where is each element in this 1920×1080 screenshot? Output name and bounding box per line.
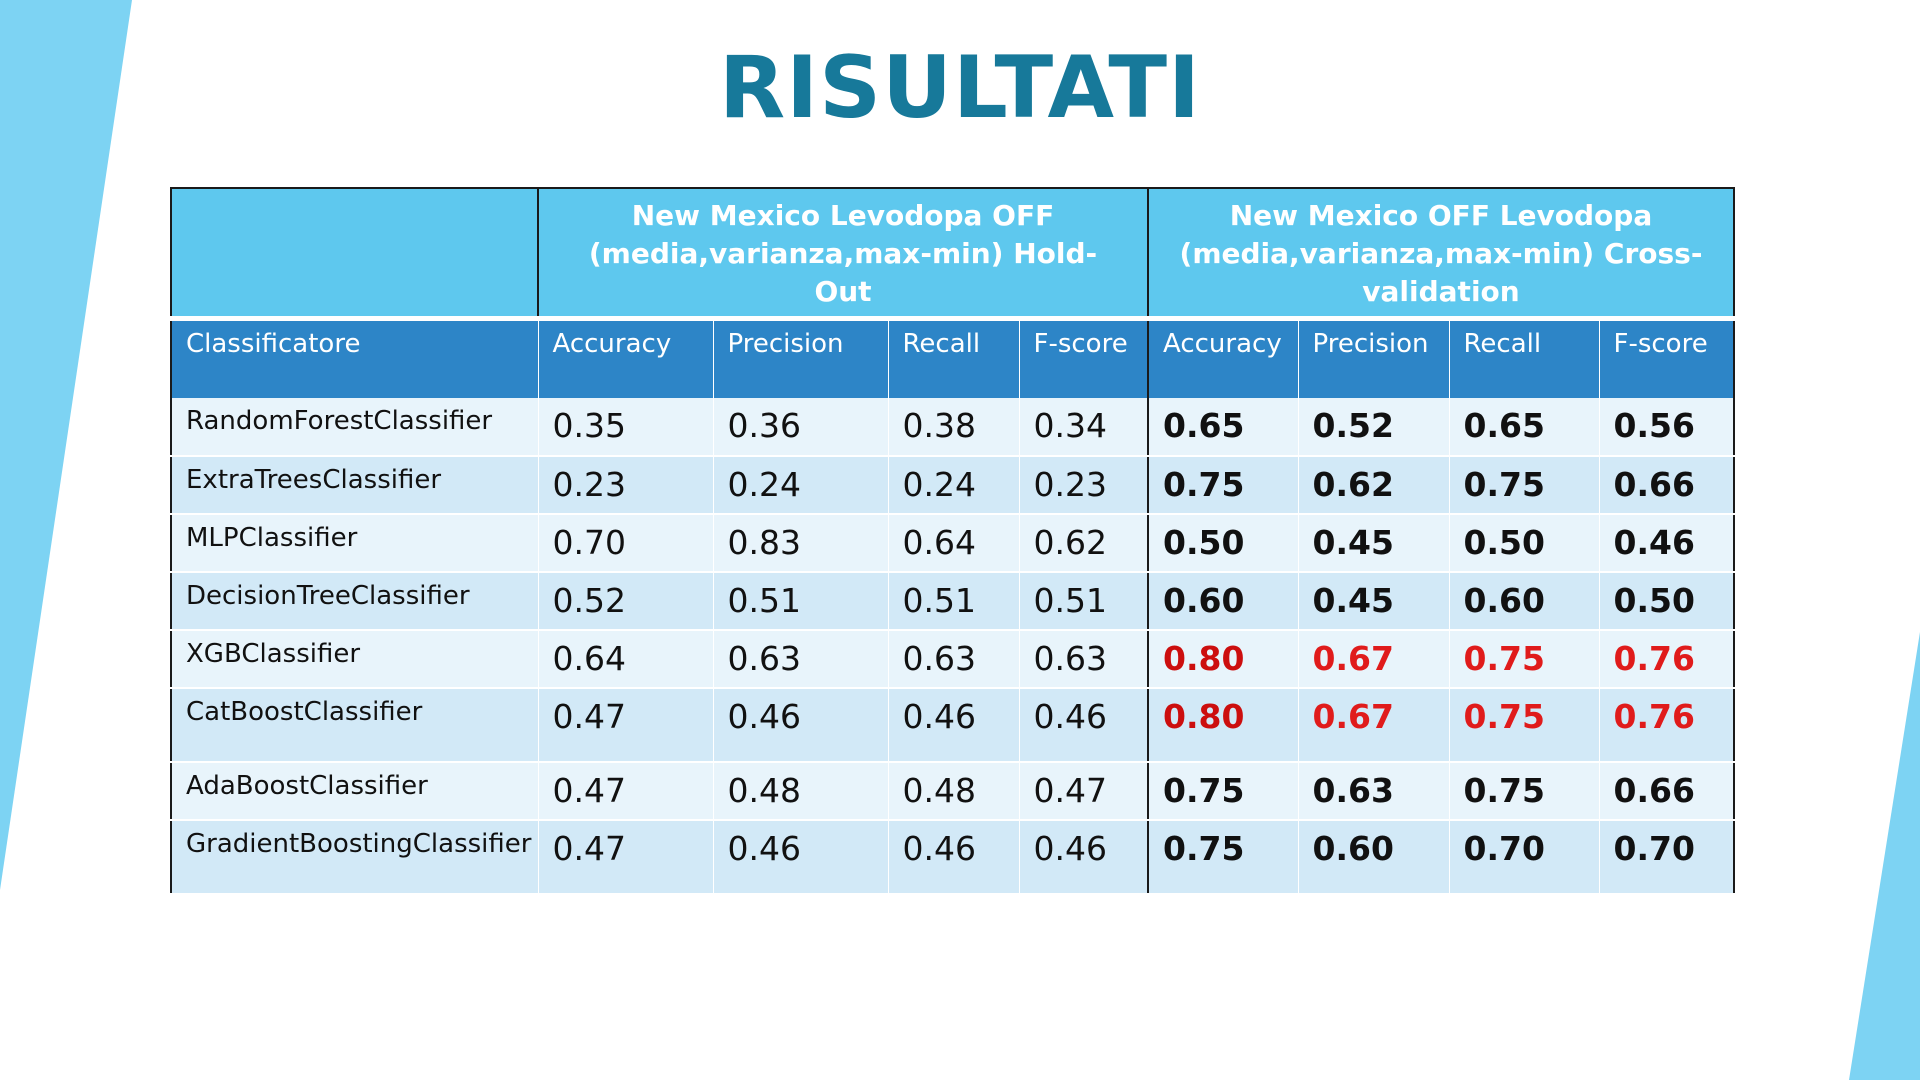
holdout-accuracy-cell: 0.23: [537, 456, 713, 515]
classifier-name: DecisionTreeClassifier: [171, 572, 538, 631]
holdout-fscore-cell: 0.63: [1018, 630, 1148, 689]
group-header-row: New Mexico Levodopa OFF (media,varianza,…: [171, 188, 1734, 321]
classifier-name: MLPClassifier: [171, 514, 538, 573]
holdout-fscore-cell: 0.46: [1018, 688, 1148, 763]
column-header-holdout-precision: Precision: [712, 318, 888, 398]
holdout-precision-cell: 0.46: [712, 688, 888, 763]
holdout-precision-cell: 0.63: [712, 630, 888, 689]
cv-fscore-cell: 0.56: [1598, 398, 1734, 457]
table-row: MLPClassifier 0.70 0.83 0.64 0.62 0.50 0…: [171, 514, 1734, 573]
cv-accuracy-cell-best: 0.80: [1147, 688, 1298, 763]
cv-fscore-cell: 0.70: [1598, 820, 1734, 895]
cv-accuracy-cell: 0.75: [1147, 820, 1298, 895]
cv-fscore-cell-best: 0.76: [1598, 688, 1734, 763]
group-header-cross-validation: New Mexico OFF Levodopa (media,varianza,…: [1147, 188, 1734, 321]
holdout-accuracy-cell: 0.35: [537, 398, 713, 457]
classifier-name: XGBClassifier: [171, 630, 538, 689]
cv-accuracy-cell-best: 0.80: [1147, 630, 1298, 689]
cv-accuracy-cell: 0.50: [1147, 514, 1298, 573]
holdout-accuracy-cell: 0.64: [537, 630, 713, 689]
cv-recall-cell: 0.60: [1448, 572, 1599, 631]
holdout-accuracy-cell: 0.47: [537, 820, 713, 895]
cv-recall-cell: 0.75: [1448, 456, 1599, 515]
cv-accuracy-cell: 0.65: [1147, 398, 1298, 457]
cv-precision-cell: 0.45: [1297, 514, 1449, 573]
holdout-fscore-cell: 0.46: [1018, 820, 1148, 895]
cv-accuracy-cell: 0.75: [1147, 762, 1298, 821]
slide-title: RISULTATI: [718, 38, 1202, 138]
holdout-recall-cell: 0.64: [887, 514, 1019, 573]
column-header-row: Classificatore Accuracy Precision Recall…: [171, 318, 1734, 398]
cv-accuracy-cell: 0.60: [1147, 572, 1298, 631]
holdout-accuracy-cell: 0.70: [537, 514, 713, 573]
holdout-recall-cell: 0.48: [887, 762, 1019, 821]
column-header-classifier: Classificatore: [171, 318, 538, 398]
table-row: CatBoostClassifier 0.47 0.46 0.46 0.46 0…: [171, 688, 1734, 763]
holdout-precision-cell: 0.83: [712, 514, 888, 573]
group-header-empty: [171, 188, 538, 321]
holdout-fscore-cell: 0.62: [1018, 514, 1148, 573]
holdout-precision-cell: 0.48: [712, 762, 888, 821]
cv-fscore-cell: 0.66: [1598, 456, 1734, 515]
table-row: AdaBoostClassifier 0.47 0.48 0.48 0.47 0…: [171, 762, 1734, 821]
left-accent-stripe: [0, 0, 132, 890]
holdout-recall-cell: 0.24: [887, 456, 1019, 515]
cv-fscore-cell: 0.66: [1598, 762, 1734, 821]
cv-precision-cell: 0.63: [1297, 762, 1449, 821]
holdout-precision-cell: 0.24: [712, 456, 888, 515]
cv-recall-cell: 0.65: [1448, 398, 1599, 457]
classifier-name: AdaBoostClassifier: [171, 762, 538, 821]
holdout-fscore-cell: 0.34: [1018, 398, 1148, 457]
column-header-cv-precision: Precision: [1297, 318, 1449, 398]
holdout-accuracy-cell: 0.47: [537, 762, 713, 821]
cv-precision-cell: 0.62: [1297, 456, 1449, 515]
cv-recall-cell-best: 0.75: [1448, 630, 1599, 689]
table-row: XGBClassifier 0.64 0.63 0.63 0.63 0.80 0…: [171, 630, 1734, 689]
classifier-name: CatBoostClassifier: [171, 688, 538, 763]
holdout-fscore-cell: 0.23: [1018, 456, 1148, 515]
column-header-holdout-recall: Recall: [887, 318, 1019, 398]
holdout-recall-cell: 0.46: [887, 688, 1019, 763]
results-table: New Mexico Levodopa OFF (media,varianza,…: [170, 187, 1735, 895]
cv-precision-cell: 0.60: [1297, 820, 1449, 895]
cv-recall-cell: 0.70: [1448, 820, 1599, 895]
classifier-name: ExtraTreesClassifier: [171, 456, 538, 515]
table-row: DecisionTreeClassifier 0.52 0.51 0.51 0.…: [171, 572, 1734, 631]
holdout-fscore-cell: 0.51: [1018, 572, 1148, 631]
cv-recall-cell-best: 0.75: [1448, 688, 1599, 763]
right-accent-stripe: [1849, 632, 1920, 1080]
holdout-recall-cell: 0.63: [887, 630, 1019, 689]
cv-precision-cell-best: 0.67: [1297, 688, 1449, 763]
holdout-fscore-cell: 0.47: [1018, 762, 1148, 821]
holdout-accuracy-cell: 0.47: [537, 688, 713, 763]
classifier-name: GradientBoostingClassifier: [171, 820, 538, 895]
column-header-cv-fscore: F-score: [1598, 318, 1734, 398]
group-header-holdout: New Mexico Levodopa OFF (media,varianza,…: [537, 188, 1148, 321]
classifier-name: RandomForestClassifier: [171, 398, 538, 457]
holdout-precision-cell: 0.36: [712, 398, 888, 457]
cv-recall-cell: 0.50: [1448, 514, 1599, 573]
cv-fscore-cell: 0.46: [1598, 514, 1734, 573]
cv-accuracy-cell: 0.75: [1147, 456, 1298, 515]
cv-precision-cell: 0.45: [1297, 572, 1449, 631]
holdout-accuracy-cell: 0.52: [537, 572, 713, 631]
cv-fscore-cell: 0.50: [1598, 572, 1734, 631]
holdout-recall-cell: 0.46: [887, 820, 1019, 895]
table-row: GradientBoostingClassifier 0.47 0.46 0.4…: [171, 820, 1734, 895]
holdout-precision-cell: 0.46: [712, 820, 888, 895]
cv-fscore-cell-best: 0.76: [1598, 630, 1734, 689]
table-row: RandomForestClassifier 0.35 0.36 0.38 0.…: [171, 398, 1734, 457]
table-row: ExtraTreesClassifier 0.23 0.24 0.24 0.23…: [171, 456, 1734, 515]
column-header-holdout-accuracy: Accuracy: [537, 318, 713, 398]
holdout-recall-cell: 0.51: [887, 572, 1019, 631]
column-header-cv-recall: Recall: [1448, 318, 1599, 398]
cv-precision-cell-best: 0.67: [1297, 630, 1449, 689]
holdout-recall-cell: 0.38: [887, 398, 1019, 457]
holdout-precision-cell: 0.51: [712, 572, 888, 631]
column-header-cv-accuracy: Accuracy: [1147, 318, 1298, 398]
column-header-holdout-fscore: F-score: [1018, 318, 1148, 398]
cv-precision-cell: 0.52: [1297, 398, 1449, 457]
cv-recall-cell: 0.75: [1448, 762, 1599, 821]
